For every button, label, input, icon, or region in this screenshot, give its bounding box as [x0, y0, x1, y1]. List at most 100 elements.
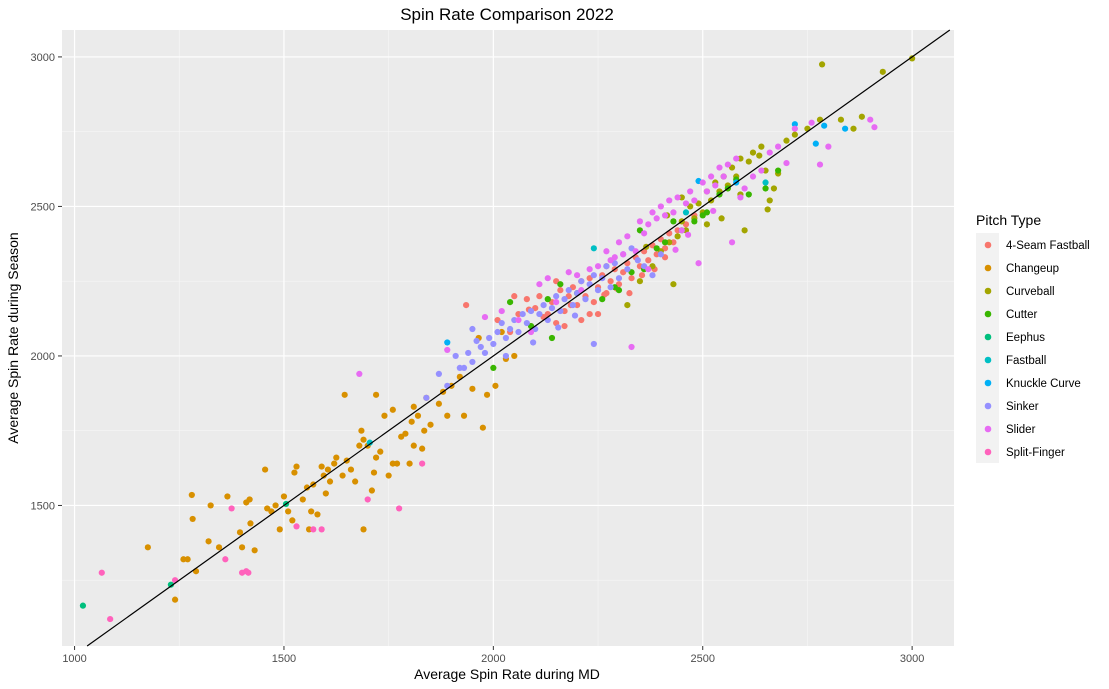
legend-label: Sinker [1006, 401, 1039, 413]
point-fastball [762, 179, 769, 186]
point-split-finger [293, 523, 300, 530]
point-slider [573, 272, 581, 279]
point-4-seam-fastball [638, 272, 646, 279]
point-changeup [421, 427, 428, 434]
point-curveball [674, 233, 681, 240]
point-sinker [555, 324, 562, 331]
legend-label: Eephus [1006, 332, 1045, 344]
point-slider [678, 227, 685, 234]
point-changeup [280, 493, 288, 500]
x-tick-label: 1500 [272, 653, 296, 665]
point-sinker [473, 337, 480, 345]
point-cutter [670, 218, 677, 225]
point-sinker [435, 370, 443, 377]
point-changeup [435, 400, 443, 407]
point-curveball [858, 113, 865, 120]
point-changeup [251, 547, 258, 554]
x-axis-title: Average Spin Rate during MD [414, 666, 600, 682]
point-changeup [393, 460, 401, 467]
point-sinker [590, 340, 597, 348]
point-sinker [657, 251, 664, 258]
point-4-seam-fastball [628, 275, 635, 282]
point-cutter [557, 281, 564, 288]
point-changeup [360, 436, 367, 443]
chart-title: Spin Rate Comparison 2022 [400, 5, 614, 24]
legend-label: Changeup [1006, 263, 1059, 275]
point-4-seam-fastball [586, 310, 593, 318]
point-changeup [356, 442, 363, 449]
point-4-seam-fastball [607, 278, 614, 285]
point-changeup [483, 391, 491, 398]
point-changeup [236, 529, 244, 536]
point-cutter [599, 296, 606, 303]
point-changeup [352, 478, 359, 485]
point-eephus [79, 602, 87, 609]
point-4-seam-fastball [645, 257, 652, 264]
legend-key-knuckle-curve [984, 379, 992, 387]
point-sinker [490, 340, 497, 348]
legend-label: Curveball [1006, 286, 1055, 298]
point-slider [649, 209, 656, 216]
point-sinker [494, 328, 501, 336]
point-curveball [718, 215, 725, 222]
point-4-seam-fastball [561, 322, 568, 330]
point-changeup [291, 469, 298, 476]
point-changeup [314, 511, 321, 518]
point-slider [699, 179, 706, 186]
point-changeup [402, 430, 409, 437]
point-4-seam-fastball [463, 302, 470, 309]
point-slider [825, 143, 832, 150]
point-sinker [607, 284, 614, 291]
x-tick-label: 1000 [62, 653, 86, 665]
point-4-seam-fastball [578, 316, 585, 324]
point-changeup [272, 502, 279, 509]
x-tick-label: 3000 [900, 653, 924, 665]
point-slider [481, 313, 489, 321]
point-cutter [762, 185, 769, 192]
point-sinker [561, 296, 568, 303]
point-curveball [749, 149, 757, 156]
point-changeup [372, 454, 380, 461]
point-slider [641, 230, 648, 237]
legend-label: Split-Finger [1006, 447, 1065, 459]
point-slider [544, 275, 551, 282]
point-sinker [423, 394, 430, 401]
point-4-seam-fastball [536, 293, 543, 300]
point-curveball [636, 278, 644, 285]
point-4-seam-fastball [557, 287, 564, 294]
point-changeup [377, 448, 384, 455]
point-changeup [370, 469, 378, 476]
point-slider [791, 125, 798, 132]
point-changeup [293, 463, 300, 470]
point-knuckle-curve [812, 140, 819, 147]
point-slider [720, 173, 727, 180]
point-cutter [775, 167, 782, 174]
point-slider [653, 215, 660, 222]
point-slider [628, 343, 635, 351]
x-tick-label: 2000 [481, 653, 505, 665]
legend-label: Cutter [1006, 309, 1037, 321]
point-slider [728, 239, 736, 246]
point-slider [636, 218, 644, 225]
point-slider [867, 116, 874, 123]
point-changeup [347, 466, 355, 473]
legend-label: Fastball [1006, 355, 1046, 367]
point-slider [536, 281, 543, 288]
point-curveball [791, 131, 798, 138]
legend-label: Knuckle Curve [1006, 378, 1081, 390]
point-split-finger [107, 615, 114, 623]
point-curveball [624, 302, 631, 309]
point-sinker [527, 307, 535, 315]
point-sinker [624, 266, 631, 273]
point-split-finger [310, 526, 317, 533]
point-sinker [498, 319, 505, 327]
point-sinker [590, 272, 597, 279]
point-slider [666, 197, 673, 204]
legend-key-sinker [984, 402, 992, 410]
point-slider [672, 246, 679, 253]
point-cutter [745, 191, 752, 198]
point-changeup [414, 412, 422, 419]
point-sinker [469, 325, 476, 333]
point-sinker [649, 272, 656, 279]
point-cutter [506, 299, 514, 306]
